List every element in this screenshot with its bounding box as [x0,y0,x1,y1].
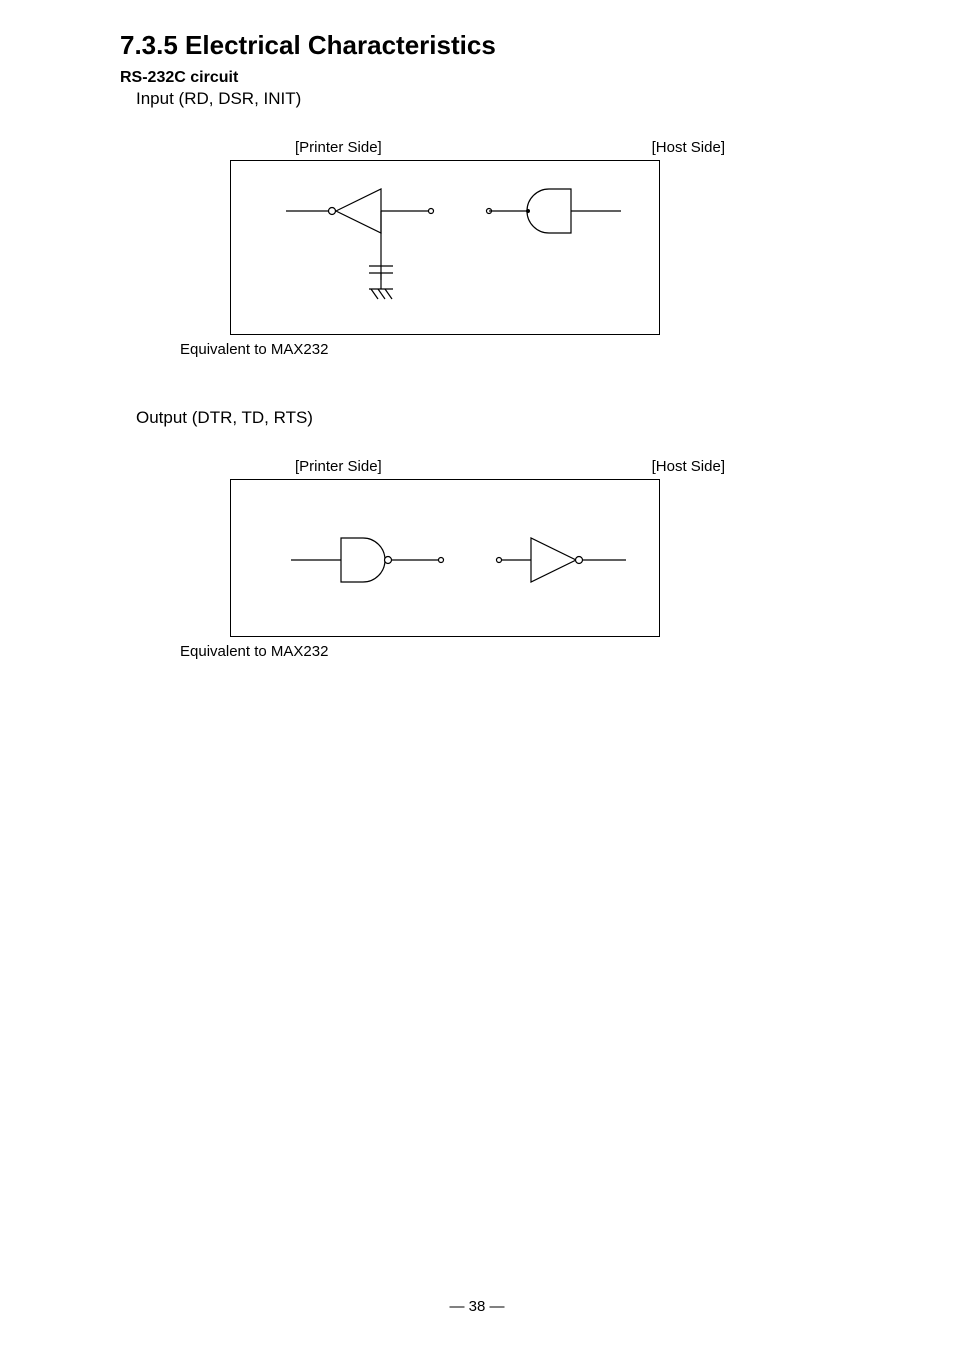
host-side-label-1: [Host Side] [652,139,725,156]
output-circuit-diagram [230,479,660,637]
caption-2: Equivalent to MAX232 [180,643,834,660]
subheading: RS-232C circuit [120,69,834,87]
printer-side-label-1: [Printer Side] [295,139,382,156]
output-label: Output (DTR, TD, RTS) [136,408,834,428]
printer-side-label-2: [Printer Side] [295,458,382,475]
page-number: — 38 — [0,1298,954,1315]
caption-1: Equivalent to MAX232 [180,341,834,358]
host-side-label-2: [Host Side] [652,458,725,475]
input-label: Input (RD, DSR, INIT) [136,89,834,109]
section-heading: 7.3.5 Electrical Characteristics [120,30,834,61]
input-circuit-diagram [230,160,660,335]
